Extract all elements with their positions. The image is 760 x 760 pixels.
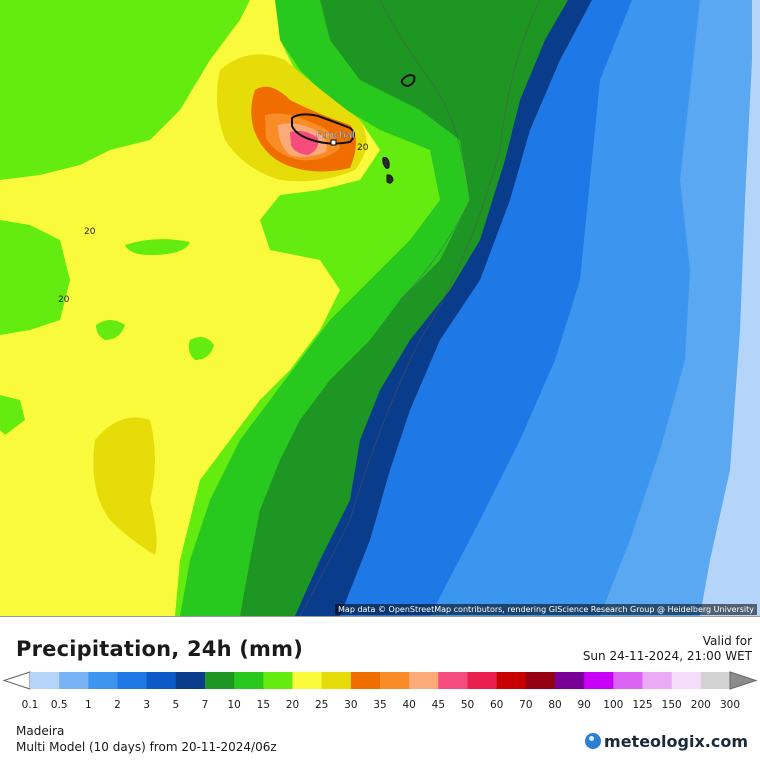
legend-tick-label: 5 [172,699,179,711]
legend-arrow-right [729,671,758,690]
legend-tick-label: 40 [402,699,415,711]
contour-label: 20 [84,227,96,237]
chart-title: Precipitation, 24h (mm) [16,637,304,661]
legend-tick-label: 70 [519,699,532,711]
legend-swatch [613,672,643,689]
meteologix-logo[interactable]: meteologix.com [585,731,748,751]
legend-swatch [59,672,89,689]
contour-label: 20 [357,143,369,153]
region-name: Madeira [16,724,65,738]
legend-tick-label: 25 [315,699,328,711]
legend-swatch [438,672,468,689]
legend-swatch [467,672,498,689]
legend-swatch [584,672,614,689]
legend-swatch [30,672,60,689]
legend-tick-label: 0.1 [22,699,39,711]
legend-tick-label: 2 [114,699,121,711]
madeira-island-outline [291,113,355,145]
precip-band-50mm [290,130,319,155]
precip-patch-left [0,0,170,135]
legend-swatch [117,672,148,689]
funchal-marker [330,139,337,146]
legend-tick-label: 35 [373,699,386,711]
legend-swatch [380,672,410,689]
globe-icon [585,733,602,749]
legend-swatch [350,672,381,689]
precip-patch-left4 [96,320,125,340]
legend-swatch [146,672,177,689]
legend-tick-label: 80 [548,699,561,711]
map-attribution: Map data © OpenStreetMap contributors, r… [335,604,757,615]
color-legend: 0.1 0.5 1 2 3 5 7 10 15 20 25 30 35 40 45 50 60 70 80 90 100… [2,671,758,711]
legend-tick-label: 90 [577,699,590,711]
legend-swatch [555,672,585,689]
valid-for-label: Valid for [702,634,752,648]
legend-swatch [700,672,731,689]
legend-arrow-left [2,671,31,690]
legend-tick-label: 3 [143,699,150,711]
legend-tick-label: 15 [257,699,270,711]
porto-santo-island [400,74,416,88]
legend-tick-label: 45 [432,699,445,711]
legend-swatch [409,672,439,689]
divider [0,616,760,617]
legend-swatch [234,672,264,689]
precip-patch-left3 [125,239,190,255]
desertas-island-2 [386,174,394,184]
desertas-island [382,157,390,169]
legend-swatch [263,672,293,689]
legend-tick-label: 300 [720,699,740,711]
city-label-funchal: Funchal [316,130,355,141]
legend-tick-label: 1 [85,699,92,711]
legend-swatch [88,672,118,689]
precip-band-30mm-south [93,417,157,555]
valid-time: Sun 24-11-2024, 21:00 WET [582,649,752,663]
legend-tick-label: 150 [662,699,682,711]
legend-tick-label: 125 [632,699,652,711]
precip-patch-left2 [0,220,70,335]
precipitation-map: Funchal 20 20 20 [0,0,760,616]
logo-text: meteologix.com [604,731,748,751]
precip-patch-left6 [188,336,214,360]
legend-swatch [321,672,352,689]
legend-swatch [642,672,673,689]
legend-swatch [671,672,702,689]
legend-tick-label: 20 [286,699,299,711]
legend-swatch [205,672,235,689]
legend-tick-label: 100 [603,699,623,711]
model-info: Multi Model (10 days) from 20-11-2024/06… [16,740,277,754]
legend-tick-label: 60 [490,699,503,711]
legend-swatch [292,672,323,689]
precip-patch-left5 [0,395,25,435]
legend-swatch [175,672,206,689]
legend-swatch [525,672,556,689]
legend-tick-label: 30 [344,699,357,711]
precip-contours [299,0,541,616]
legend-swatch [496,672,527,689]
legend-tick-label: 0.5 [51,699,68,711]
legend-tick-label: 10 [227,699,240,711]
contour-label: 20 [58,295,70,305]
legend-tick-label: 7 [202,699,209,711]
legend-tick-label: 50 [461,699,474,711]
legend-tick-label: 200 [691,699,711,711]
